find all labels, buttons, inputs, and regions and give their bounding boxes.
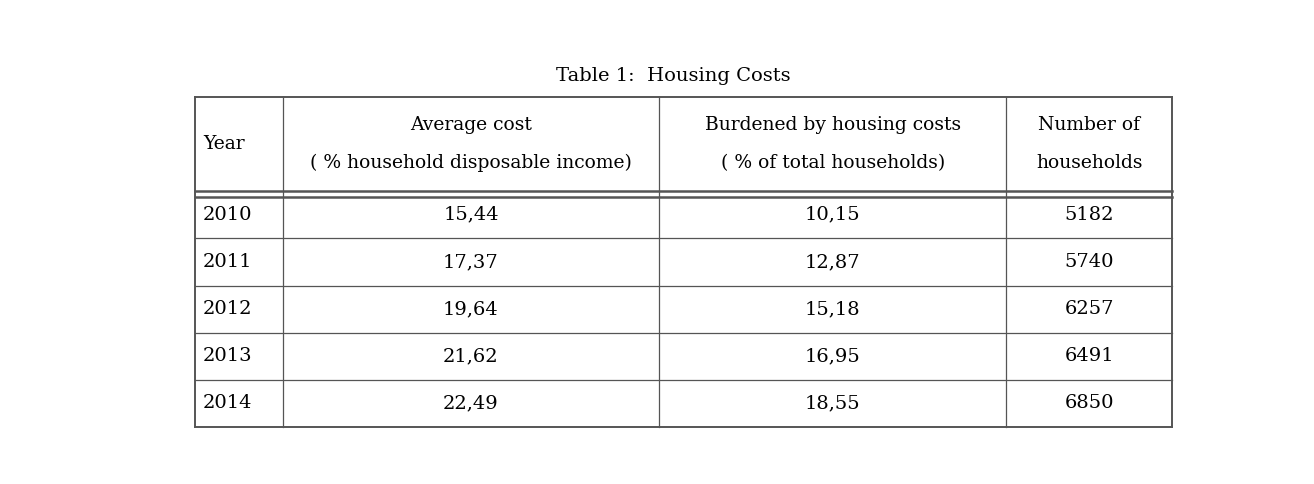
Text: 5182: 5182 xyxy=(1064,206,1114,224)
Text: Table 1:  Housing Costs: Table 1: Housing Costs xyxy=(556,67,791,85)
Text: 16,95: 16,95 xyxy=(804,348,861,365)
Text: Year: Year xyxy=(202,135,244,153)
Text: Burdened by housing costs: Burdened by housing costs xyxy=(704,117,961,135)
Text: 18,55: 18,55 xyxy=(805,394,861,412)
Text: 6491: 6491 xyxy=(1064,348,1114,365)
Text: 2014: 2014 xyxy=(202,394,252,412)
Text: households: households xyxy=(1035,154,1143,172)
Text: 2010: 2010 xyxy=(202,206,252,224)
Text: Average cost: Average cost xyxy=(410,117,532,135)
Text: 6850: 6850 xyxy=(1064,394,1114,412)
Text: 17,37: 17,37 xyxy=(443,253,499,271)
Text: 15,18: 15,18 xyxy=(805,300,861,318)
Text: Number of: Number of xyxy=(1038,117,1141,135)
Text: 10,15: 10,15 xyxy=(805,206,861,224)
Text: 2011: 2011 xyxy=(202,253,252,271)
Text: 21,62: 21,62 xyxy=(443,348,499,365)
Text: ( % household disposable income): ( % household disposable income) xyxy=(310,154,632,172)
Text: 22,49: 22,49 xyxy=(443,394,499,412)
Text: 15,44: 15,44 xyxy=(443,206,499,224)
Text: 5740: 5740 xyxy=(1064,253,1114,271)
Text: 6257: 6257 xyxy=(1064,300,1114,318)
Text: 12,87: 12,87 xyxy=(805,253,861,271)
Text: 2013: 2013 xyxy=(202,348,252,365)
Text: ( % of total households): ( % of total households) xyxy=(720,154,945,172)
Text: 19,64: 19,64 xyxy=(443,300,499,318)
Text: 2012: 2012 xyxy=(202,300,252,318)
